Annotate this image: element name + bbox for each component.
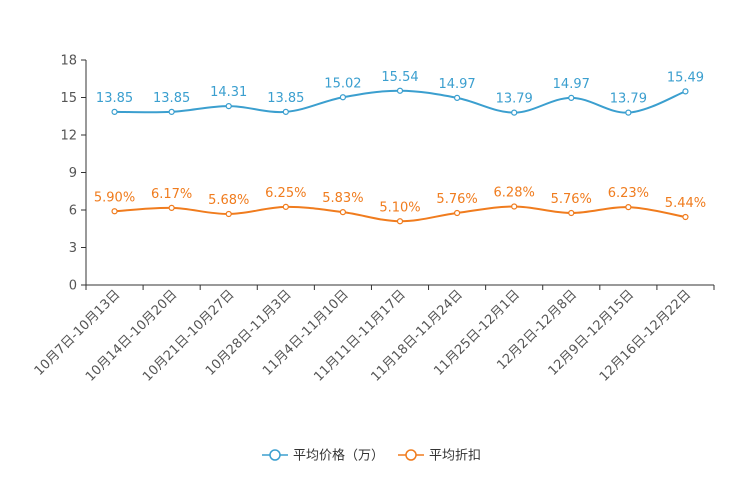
legend-item-0[interactable]: 平均价格（万） [262,448,384,464]
data-label-1-9: 6.23% [608,186,649,201]
data-label-0-7: 13.79 [496,92,533,107]
series-line-0 [114,89,686,114]
data-point-1-6[interactable] [453,209,461,217]
data-point-0-10[interactable] [682,88,689,95]
data-label-1-0: 5.90% [94,190,135,205]
data-label-0-9: 13.79 [610,92,647,107]
data-label-0-3: 13.85 [267,91,304,106]
legend-label: 平均折扣 [429,449,481,464]
data-point-1-3[interactable] [282,203,289,210]
data-point-0-9[interactable] [625,109,632,116]
y-tick-label: 18 [60,54,77,69]
data-point-1-5[interactable] [396,218,404,225]
chart-legend[interactable]: 平均价格（万） 平均折扣 [262,448,481,464]
data-point-1-2[interactable] [225,210,232,218]
data-label-0-6: 14.97 [438,77,475,92]
legend-item-1[interactable]: 平均折扣 [398,449,481,464]
chart-series [111,87,689,225]
data-point-0-4[interactable] [339,94,347,101]
legend-marker [405,449,417,461]
data-label-1-4: 5.83% [322,191,363,206]
data-point-1-7[interactable] [511,203,518,210]
data-label-1-3: 6.25% [265,186,306,201]
data-point-1-8[interactable] [568,209,575,217]
data-label-0-2: 14.31 [210,85,247,100]
data-label-0-0: 13.85 [96,91,133,106]
y-tick-label: 6 [69,204,77,219]
data-point-0-5[interactable] [396,87,404,94]
data-point-0-6[interactable] [453,94,461,101]
data-label-1-1: 6.17% [151,187,192,202]
legend-marker [269,449,281,461]
data-point-0-8[interactable] [568,94,575,101]
data-point-0-1[interactable] [168,108,175,115]
data-label-1-7: 6.28% [494,186,535,201]
data-label-1-6: 5.76% [436,192,477,207]
data-point-1-4[interactable] [339,209,347,216]
data-point-1-9[interactable] [625,204,632,211]
data-label-0-5: 15.54 [381,70,418,85]
chart-data-labels: 13.85 13.85 14.31 13.85 15.02 15.54 14.97 13.79… [94,70,706,216]
data-label-0-10: 15.49 [667,70,704,85]
data-point-1-10[interactable] [682,213,689,221]
data-point-0-7[interactable] [511,109,518,116]
y-tick-label: 0 [69,279,77,294]
y-tick-label: 9 [69,166,77,181]
data-label-1-8: 5.76% [551,192,592,207]
legend-label: 平均价格（万） [293,448,384,464]
data-point-0-0[interactable] [111,108,118,115]
y-tick-label: 3 [69,241,77,256]
data-label-0-4: 15.02 [324,76,361,91]
data-point-0-3[interactable] [282,108,289,115]
y-tick-label: 12 [60,129,77,144]
data-label-1-2: 5.68% [208,193,249,208]
data-label-1-5: 5.10% [379,200,420,215]
data-label-1-10: 5.44% [665,196,706,211]
data-point-0-2[interactable] [225,103,232,110]
data-point-1-1[interactable] [168,204,175,211]
y-tick-label: 15 [60,91,77,106]
data-label-0-1: 13.85 [153,91,190,106]
data-point-1-0[interactable] [111,208,118,215]
data-label-0-8: 14.97 [553,77,590,92]
